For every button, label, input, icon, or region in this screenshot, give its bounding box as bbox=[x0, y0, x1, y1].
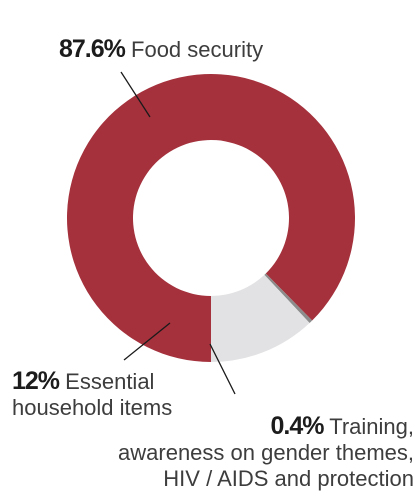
training-name-line-1: Training, bbox=[329, 414, 414, 439]
donut-slices bbox=[67, 73, 356, 363]
food-security-value: 87.6% bbox=[59, 35, 126, 63]
leader-line-training bbox=[209, 343, 236, 395]
household-items-value: 12% bbox=[12, 367, 60, 395]
household-items-name-line-1: Essential bbox=[65, 369, 155, 394]
label-household-items: 12% Essential household items bbox=[12, 368, 172, 421]
household-items-name-line-2: household items bbox=[12, 395, 173, 420]
leader-line-household bbox=[123, 322, 171, 361]
leader-lines bbox=[120, 71, 236, 395]
donut-slice-3 bbox=[211, 274, 310, 362]
donut-slice-2 bbox=[264, 273, 313, 323]
donut-slice-1 bbox=[67, 73, 356, 363]
food-security-name: Food security bbox=[131, 37, 264, 62]
label-food-security: 87.6% Food security bbox=[59, 36, 263, 63]
training-name-line-3: HIV / AIDS and protection bbox=[163, 466, 414, 491]
training-line-1: 0.4% Training, bbox=[118, 413, 414, 440]
leader-line-food bbox=[120, 71, 151, 118]
label-training: 0.4% Training, awareness on gender theme… bbox=[118, 413, 414, 492]
training-name-line-2: awareness on gender themes, bbox=[118, 440, 414, 465]
training-value: 0.4% bbox=[270, 412, 325, 440]
